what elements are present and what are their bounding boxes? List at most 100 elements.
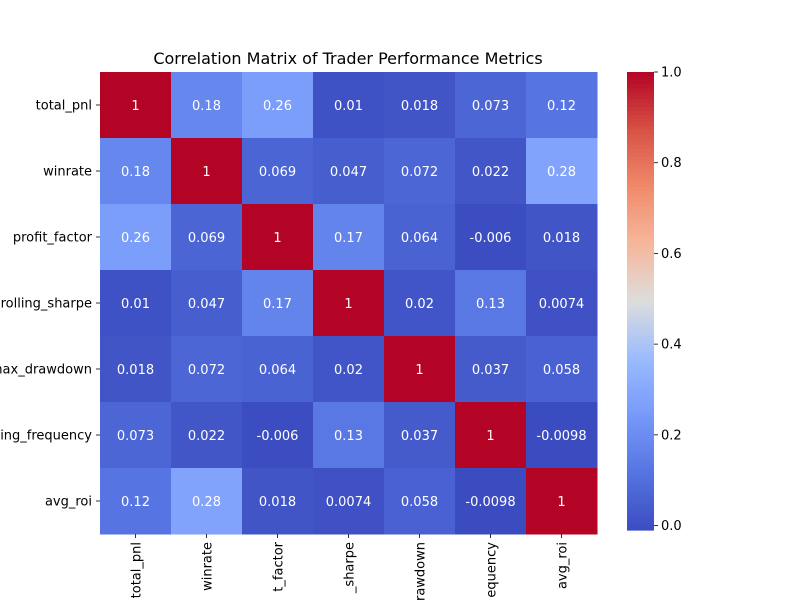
colorbar-segment bbox=[627, 190, 654, 195]
colorbar-tick-label: 0.0 bbox=[661, 519, 682, 534]
colorbar-segment bbox=[627, 163, 654, 169]
cell-annotation: 1 bbox=[486, 429, 494, 444]
cell-annotation: 0.073 bbox=[117, 429, 154, 444]
cell-annotation: 0.17 bbox=[263, 297, 292, 312]
heatmap-cell bbox=[313, 402, 385, 469]
cell-annotation: 0.058 bbox=[543, 363, 580, 378]
colorbar-segment bbox=[627, 407, 654, 413]
colorbar-segment bbox=[627, 316, 654, 321]
cell-annotation: 0.12 bbox=[121, 495, 150, 510]
colorbar-segment bbox=[627, 79, 654, 85]
cell-annotation: 0.022 bbox=[472, 165, 509, 180]
colorbar-segment bbox=[627, 423, 654, 428]
cell-annotation: 1 bbox=[415, 363, 423, 378]
heatmap-cell bbox=[526, 138, 598, 205]
y-tick-label: winrate bbox=[43, 165, 92, 180]
colorbar-segment bbox=[627, 236, 654, 241]
y-tick-label: max_drawdown bbox=[0, 363, 92, 378]
cell-annotation: 0.26 bbox=[263, 99, 292, 114]
heatmap-cell bbox=[100, 138, 172, 205]
colorbar-segment bbox=[627, 327, 654, 333]
colorbar-segment bbox=[627, 247, 654, 252]
colorbar-segment bbox=[627, 320, 654, 325]
heatmap-cell bbox=[242, 138, 314, 205]
colorbar-segment bbox=[627, 404, 654, 409]
cell-annotation: 0.058 bbox=[401, 495, 438, 510]
cell-annotation: 0.13 bbox=[334, 429, 363, 444]
colorbar-segment bbox=[627, 121, 654, 127]
colorbar-segment bbox=[627, 239, 654, 245]
colorbar-segment bbox=[627, 259, 654, 264]
heatmap-cell bbox=[171, 468, 243, 535]
colorbar-segment bbox=[627, 350, 654, 356]
colorbar-segment bbox=[627, 182, 654, 188]
colorbar-segment bbox=[627, 488, 654, 493]
colorbar-segment bbox=[627, 377, 654, 382]
cell-annotations: 1 0.18 0.26 0.01 0.018 0.073 0.12 0.18 1 0.069 0.0… bbox=[117, 99, 587, 510]
heatmap-cell bbox=[242, 336, 314, 403]
colorbar-segment bbox=[627, 87, 654, 92]
colorbar-segment bbox=[627, 426, 654, 432]
cell-annotation: 0.0074 bbox=[539, 297, 585, 312]
heatmap-cell bbox=[313, 204, 385, 271]
colorbar-segment bbox=[627, 400, 654, 405]
colorbar-segment bbox=[627, 113, 654, 119]
heatmap-cell bbox=[313, 138, 385, 205]
colorbar-tick-label: 1.0 bbox=[661, 66, 682, 81]
heatmap-cell bbox=[171, 204, 243, 271]
heatmap-cell bbox=[171, 402, 243, 469]
colorbar-segment bbox=[627, 201, 654, 207]
colorbar-segment bbox=[627, 499, 654, 504]
colorbar-segment bbox=[627, 228, 654, 233]
heatmap-cell bbox=[171, 138, 243, 205]
colorbar-segment bbox=[627, 472, 654, 478]
heatmap-cell bbox=[384, 270, 456, 337]
cell-annotation: 0.18 bbox=[121, 165, 150, 180]
chart-title: Correlation Matrix of Trader Performance… bbox=[153, 49, 542, 68]
heatmap-cell bbox=[455, 270, 527, 337]
colorbar-segment bbox=[627, 140, 654, 146]
colorbar-segment bbox=[627, 369, 654, 375]
colorbar-segment bbox=[627, 75, 654, 81]
colorbar-segment bbox=[627, 281, 654, 287]
colorbar-segment bbox=[627, 335, 654, 340]
cell-annotation: 0.047 bbox=[188, 297, 225, 312]
colorbar-segment bbox=[627, 301, 654, 306]
colorbar-segment bbox=[627, 278, 654, 283]
heatmap-cell bbox=[242, 468, 314, 535]
heatmap-cell bbox=[313, 336, 385, 403]
cell-annotation: -0.006 bbox=[257, 429, 299, 444]
colorbar-segment bbox=[627, 232, 654, 237]
heatmap-cell bbox=[171, 336, 243, 403]
colorbar-segment bbox=[627, 323, 654, 329]
colorbar-segment bbox=[627, 365, 654, 371]
colorbar-segment bbox=[627, 438, 654, 443]
heatmap-cell bbox=[455, 336, 527, 403]
colorbar-segment bbox=[627, 194, 654, 199]
heatmap-cell bbox=[384, 336, 456, 403]
colorbar-segment bbox=[627, 98, 654, 104]
cell-annotation: 0.069 bbox=[259, 165, 296, 180]
colorbar-segment bbox=[627, 205, 654, 210]
colorbar-segment bbox=[627, 133, 654, 138]
colorbar-segment bbox=[627, 514, 654, 520]
cell-annotation: 0.018 bbox=[117, 363, 154, 378]
heatmap-cell bbox=[526, 72, 598, 139]
colorbar-segment bbox=[627, 430, 654, 436]
heatmap-cell bbox=[171, 270, 243, 337]
colorbar-segment bbox=[627, 293, 654, 298]
colorbar-segment bbox=[627, 358, 654, 363]
heatmap-cell bbox=[455, 204, 527, 271]
colorbar-segment bbox=[627, 129, 654, 134]
colorbar-segment bbox=[627, 178, 654, 184]
colorbar-segment bbox=[627, 465, 654, 470]
colorbar-segment bbox=[627, 339, 654, 344]
cell-annotation: 0.018 bbox=[401, 99, 438, 114]
colorbar-segment bbox=[627, 449, 654, 455]
colorbar-tick-label: 0.8 bbox=[661, 156, 682, 171]
cell-annotation: 0.02 bbox=[334, 363, 363, 378]
heatmap-cell bbox=[526, 336, 598, 403]
colorbar-tick-label: 0.6 bbox=[661, 247, 682, 262]
